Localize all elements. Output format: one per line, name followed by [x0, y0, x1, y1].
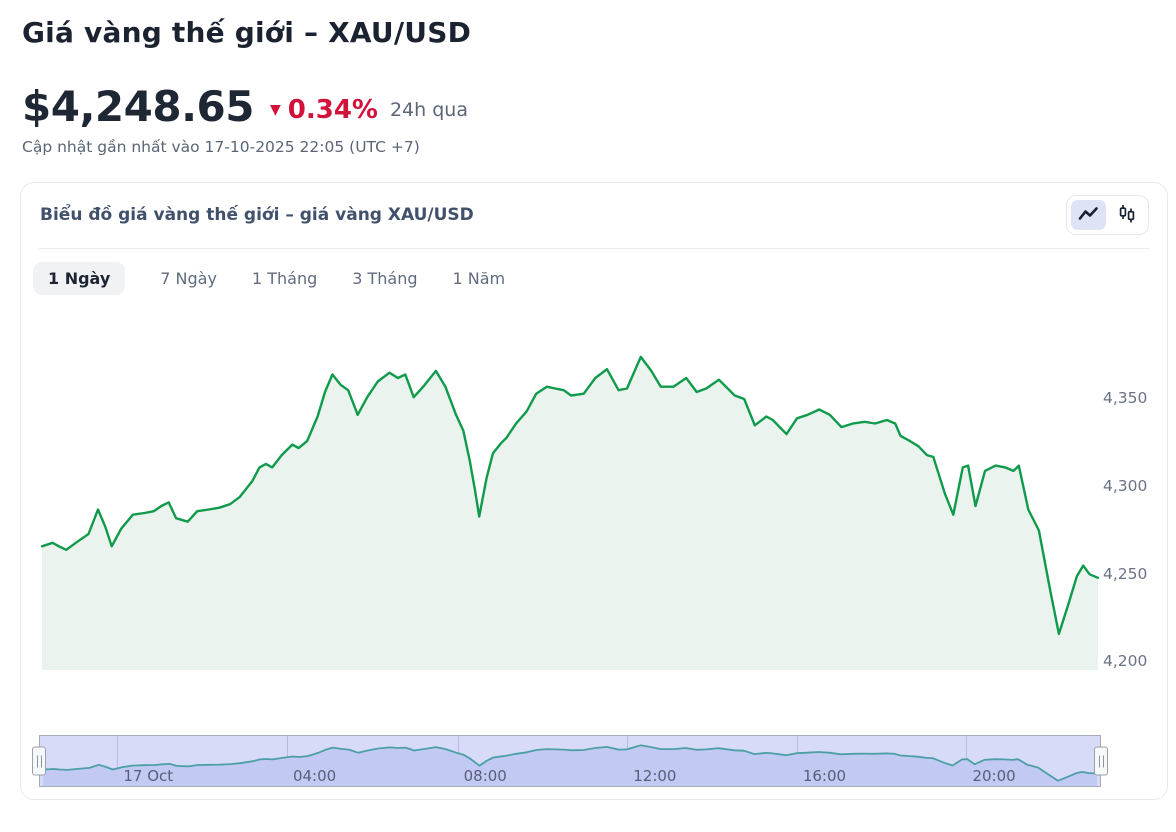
chart-card: Biểu đồ giá vàng thế giới – giá vàng XAU… — [20, 182, 1168, 800]
price-line — [40, 355, 1100, 636]
price-chart-svg — [40, 355, 1100, 670]
nav-line — [42, 744, 1098, 782]
line-chart-icon — [1077, 205, 1100, 226]
chart-type-toggle — [1066, 195, 1149, 235]
grip-icon — [36, 755, 42, 767]
nav-label: 08:00 — [463, 767, 507, 785]
tab-1-month[interactable]: 1 Tháng — [252, 262, 317, 295]
tab-7-days[interactable]: 7 Ngày — [160, 262, 217, 295]
tab-3-months[interactable]: 3 Tháng — [352, 262, 417, 295]
nav-label: 17 Oct — [123, 767, 174, 785]
chart-card-header: Biểu đồ giá vàng thế giới – giá vàng XAU… — [39, 195, 1149, 235]
down-arrow-icon: ▼ — [269, 101, 281, 118]
nav-label: 12:00 — [633, 767, 677, 785]
grip-icon — [1098, 755, 1104, 767]
range-navigator[interactable]: 17 Oct 04:00 08:00 12:00 16:00 20:00 — [32, 735, 1108, 787]
nav-right-handle[interactable] — [1094, 746, 1108, 776]
nav-left-handle[interactable] — [32, 746, 46, 776]
y-axis-tick: 4,300 — [1103, 477, 1148, 495]
chart-card-title: Biểu đồ giá vàng thế giới – giá vàng XAU… — [40, 205, 474, 225]
last-updated: Cập nhật gần nhất vào 17-10-2025 22:05 (… — [22, 138, 420, 156]
header-divider — [39, 248, 1149, 249]
line-chart-toggle-button[interactable] — [1071, 200, 1106, 230]
change-percent: 0.34% — [287, 94, 378, 125]
tab-1-year[interactable]: 1 Năm — [453, 262, 506, 295]
tab-1-day[interactable]: 1 Ngày — [33, 262, 126, 295]
y-axis-tick: 4,200 — [1103, 652, 1148, 670]
candlestick-icon — [1116, 203, 1138, 228]
price-summary: $4,248.65 ▼ 0.34% 24h qua — [22, 82, 1176, 131]
range-tabs: 1 Ngày 7 Ngày 1 Tháng 3 Tháng 1 Năm — [33, 262, 1149, 295]
page-title: Giá vàng thế giới – XAU/USD — [22, 16, 472, 49]
y-axis-tick: 4,250 — [1103, 565, 1148, 583]
nav-area — [43, 745, 1097, 786]
price-area — [42, 356, 1098, 670]
nav-label: 04:00 — [292, 767, 337, 785]
candlestick-toggle-button[interactable] — [1109, 200, 1144, 230]
price-chart[interactable]: 4,350 4,300 4,250 4,200 — [39, 337, 1149, 670]
nav-label: 16:00 — [802, 767, 847, 785]
nav-label: 20:00 — [972, 767, 1016, 785]
y-axis-tick: 4,350 — [1103, 389, 1148, 407]
nav-mini-chart — [42, 744, 1098, 786]
nav-grid-line — [117, 736, 119, 786]
current-price: $4,248.65 — [22, 82, 254, 131]
price-change: ▼ 0.34% — [270, 95, 378, 125]
change-period: 24h qua — [389, 98, 468, 121]
